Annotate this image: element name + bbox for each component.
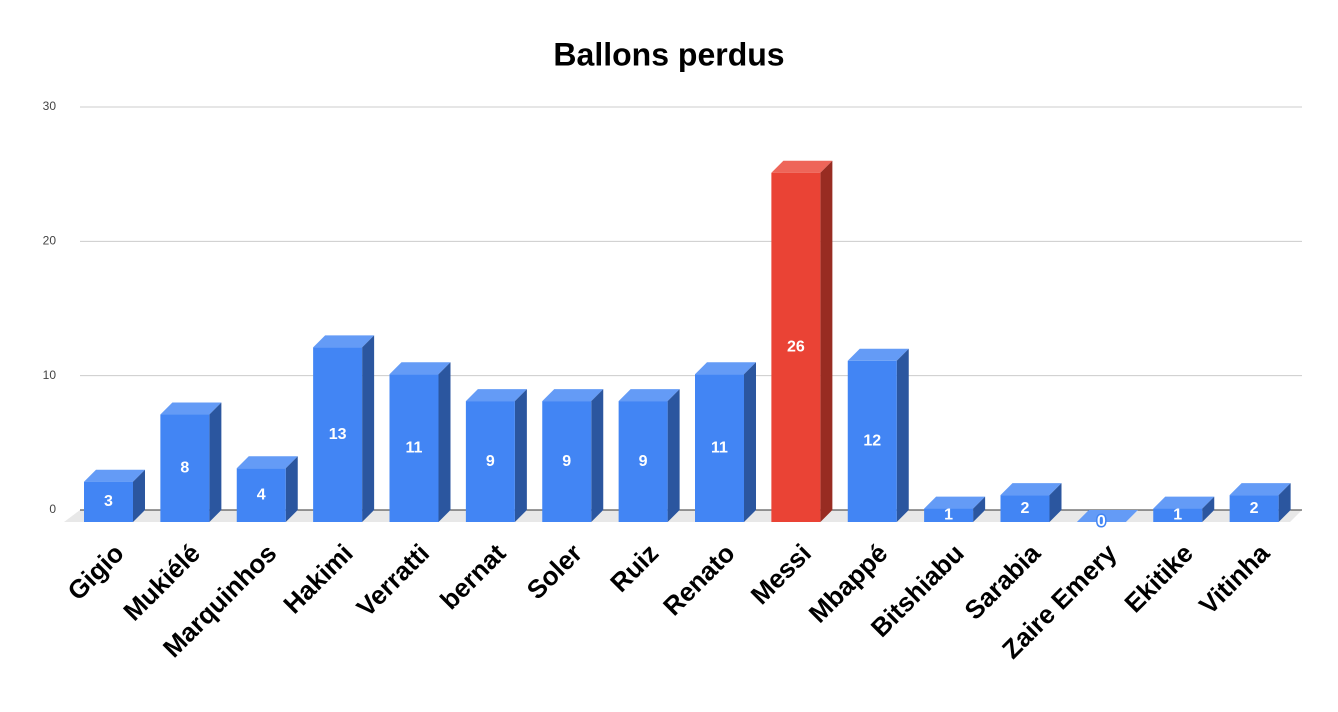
bar <box>847 360 897 522</box>
bar-side <box>438 362 451 522</box>
bar-side <box>133 469 145 522</box>
data-label: 11 <box>711 439 728 456</box>
bar <box>924 508 974 522</box>
bar-side <box>1049 483 1062 522</box>
y-tick-label: 0 <box>49 502 56 516</box>
x-tick-label: Ruiz <box>604 538 664 598</box>
bar-top <box>160 402 222 415</box>
x-tick-label: Soler <box>521 538 588 605</box>
bar <box>160 414 210 522</box>
chart-title: Ballons perdus <box>553 36 784 72</box>
x-tick-label: Messi <box>745 538 817 610</box>
bar <box>771 172 821 522</box>
data-label: 8 <box>180 459 189 476</box>
y-tick-label: 10 <box>43 368 57 382</box>
data-label: 9 <box>486 453 495 470</box>
bar-side <box>896 348 909 522</box>
data-label: 3 <box>104 493 113 510</box>
bar-side <box>209 402 222 522</box>
bar-top <box>771 160 833 173</box>
bar-top <box>542 389 604 402</box>
bar <box>389 374 439 522</box>
bar-side <box>1278 483 1291 522</box>
data-label: 11 <box>406 439 423 456</box>
data-label: 2 <box>1021 500 1030 517</box>
bar-top <box>389 362 451 375</box>
data-label: 13 <box>329 426 347 443</box>
x-tick-label: Hakimi <box>277 538 359 620</box>
data-label: 1 <box>944 507 953 524</box>
x-tick-label: Vitinha <box>1193 538 1276 621</box>
bar <box>465 401 515 522</box>
bar-top <box>1153 496 1215 509</box>
bar-top <box>618 389 680 402</box>
bar-top <box>313 335 375 348</box>
bar <box>695 374 744 522</box>
bar-top <box>1229 483 1291 496</box>
bar-side <box>667 389 680 522</box>
data-label: 4 <box>257 486 266 503</box>
bar-top <box>1076 510 1138 522</box>
bar-side <box>362 335 375 522</box>
y-tick-label: 30 <box>43 99 57 113</box>
bar <box>542 401 592 522</box>
x-tick-label: bernat <box>434 538 512 616</box>
bar <box>236 468 286 522</box>
bar <box>84 481 133 522</box>
bar-side <box>1202 496 1215 522</box>
bar <box>313 347 363 522</box>
bar-side <box>744 362 756 522</box>
bar-side <box>285 456 298 522</box>
y-tick-label: 20 <box>43 234 57 248</box>
floor <box>64 510 1302 522</box>
bar <box>1153 508 1203 522</box>
bar-top <box>1000 483 1062 496</box>
bar-top <box>465 389 527 402</box>
bar-side <box>514 389 527 522</box>
bar-side <box>591 389 604 522</box>
bar-top <box>236 456 298 469</box>
data-label: 9 <box>639 453 648 470</box>
bar <box>1000 495 1050 522</box>
data-label: 1 <box>1173 507 1182 524</box>
data-label: 2 <box>1250 500 1259 517</box>
bar-top <box>924 496 986 509</box>
bar-top <box>84 469 145 482</box>
bar-side <box>820 160 833 522</box>
x-tick-label: Gigio <box>61 538 129 606</box>
bar <box>1229 495 1279 522</box>
data-label: 0 <box>1097 513 1106 530</box>
x-tick-label: Ekitike <box>1118 538 1198 618</box>
data-label: 12 <box>863 433 881 450</box>
bar-top <box>847 348 909 361</box>
x-tick-label: Renato <box>657 538 741 622</box>
bar-top <box>695 362 756 375</box>
data-label: 26 <box>787 339 805 356</box>
bar <box>618 401 668 522</box>
bar-side <box>973 496 986 522</box>
data-label: 9 <box>562 453 571 470</box>
x-tick-label: Verratti <box>351 538 436 623</box>
